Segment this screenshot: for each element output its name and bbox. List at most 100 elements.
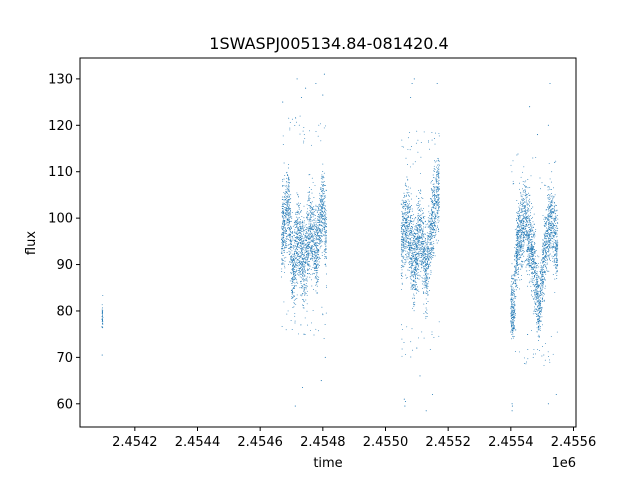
data-point (413, 242, 415, 244)
data-point (309, 254, 311, 256)
data-point (300, 254, 302, 256)
data-point (296, 261, 298, 263)
data-point (423, 251, 425, 252)
data-point (425, 239, 427, 241)
data-point (424, 271, 426, 273)
data-point (532, 268, 533, 270)
data-point (538, 322, 540, 324)
data-point (413, 272, 415, 274)
data-point (403, 224, 405, 226)
data-point (304, 256, 306, 258)
data-point (433, 227, 435, 229)
data-point (325, 230, 327, 232)
data-point (422, 222, 423, 224)
data-point (292, 297, 294, 298)
data-point (282, 211, 284, 213)
data-point (304, 225, 306, 227)
data-point (517, 213, 519, 214)
data-point (427, 251, 429, 253)
data-point (310, 232, 312, 234)
data-point (283, 242, 285, 244)
data-point (518, 246, 520, 248)
data-point (520, 203, 521, 205)
data-point (298, 227, 300, 229)
data-point (289, 261, 291, 263)
data-point (402, 241, 404, 243)
data-point (313, 234, 315, 236)
data-point (529, 242, 531, 244)
data-point (307, 213, 309, 215)
data-point (404, 217, 406, 219)
data-point (547, 198, 549, 200)
data-point (429, 198, 431, 199)
data-point (311, 239, 313, 241)
data-point (420, 263, 422, 265)
data-point (312, 208, 314, 210)
data-point (526, 239, 528, 241)
data-point (415, 255, 417, 257)
data-point (293, 296, 295, 298)
data-point (406, 277, 408, 279)
data-point (410, 166, 411, 168)
data-point (289, 211, 291, 212)
data-point (422, 260, 424, 262)
data-point (284, 247, 286, 249)
data-point (320, 211, 322, 213)
data-point (305, 287, 307, 289)
data-point (303, 253, 305, 255)
data-point (534, 301, 536, 303)
data-point (426, 244, 428, 246)
data-point (545, 285, 547, 287)
data-point (547, 234, 549, 236)
data-point (431, 192, 433, 194)
data-point (315, 228, 316, 230)
data-point (435, 186, 437, 188)
data-point (421, 261, 423, 263)
data-point (532, 216, 534, 218)
data-point (414, 273, 416, 275)
data-point (314, 254, 316, 256)
data-point (532, 272, 534, 274)
data-point (305, 270, 306, 272)
data-point (418, 269, 420, 270)
data-point (296, 78, 298, 80)
data-point (436, 196, 437, 198)
data-point (410, 245, 412, 247)
data-point (304, 285, 306, 286)
data-point (321, 190, 323, 191)
data-point (400, 273, 402, 275)
data-point (296, 252, 298, 254)
data-point (426, 269, 428, 271)
data-point (519, 249, 521, 251)
data-point (317, 135, 319, 137)
data-point (282, 241, 284, 243)
data-point (297, 194, 299, 195)
data-point (311, 177, 313, 179)
data-point (320, 245, 322, 247)
data-point (405, 236, 407, 238)
data-point (411, 275, 413, 277)
data-point (517, 211, 519, 213)
data-point (409, 187, 411, 189)
data-point (317, 251, 319, 253)
data-point (303, 259, 305, 261)
data-point (431, 193, 433, 195)
data-point (417, 238, 419, 240)
data-point (293, 245, 295, 247)
data-point (287, 214, 289, 216)
data-point (297, 241, 299, 243)
data-point (294, 272, 296, 274)
data-point (325, 249, 327, 251)
data-point (417, 212, 419, 214)
data-point (319, 198, 321, 200)
data-point (401, 288, 402, 290)
data-point (405, 220, 407, 222)
data-point (290, 278, 292, 280)
data-point (415, 254, 417, 256)
data-point (409, 227, 411, 229)
data-point (422, 229, 423, 231)
data-point (417, 260, 419, 262)
data-point (307, 247, 309, 249)
data-point (553, 187, 554, 189)
data-point (101, 311, 103, 313)
